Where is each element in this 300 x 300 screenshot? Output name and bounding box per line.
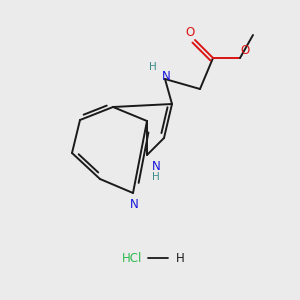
Text: N: N [162,70,170,83]
Text: HCl: HCl [122,251,142,265]
Text: O: O [185,26,195,38]
Text: O: O [240,44,250,56]
Text: N: N [130,199,138,212]
Text: N: N [152,160,160,172]
Text: H: H [176,251,185,265]
Text: H: H [149,62,157,72]
Text: H: H [152,172,160,182]
